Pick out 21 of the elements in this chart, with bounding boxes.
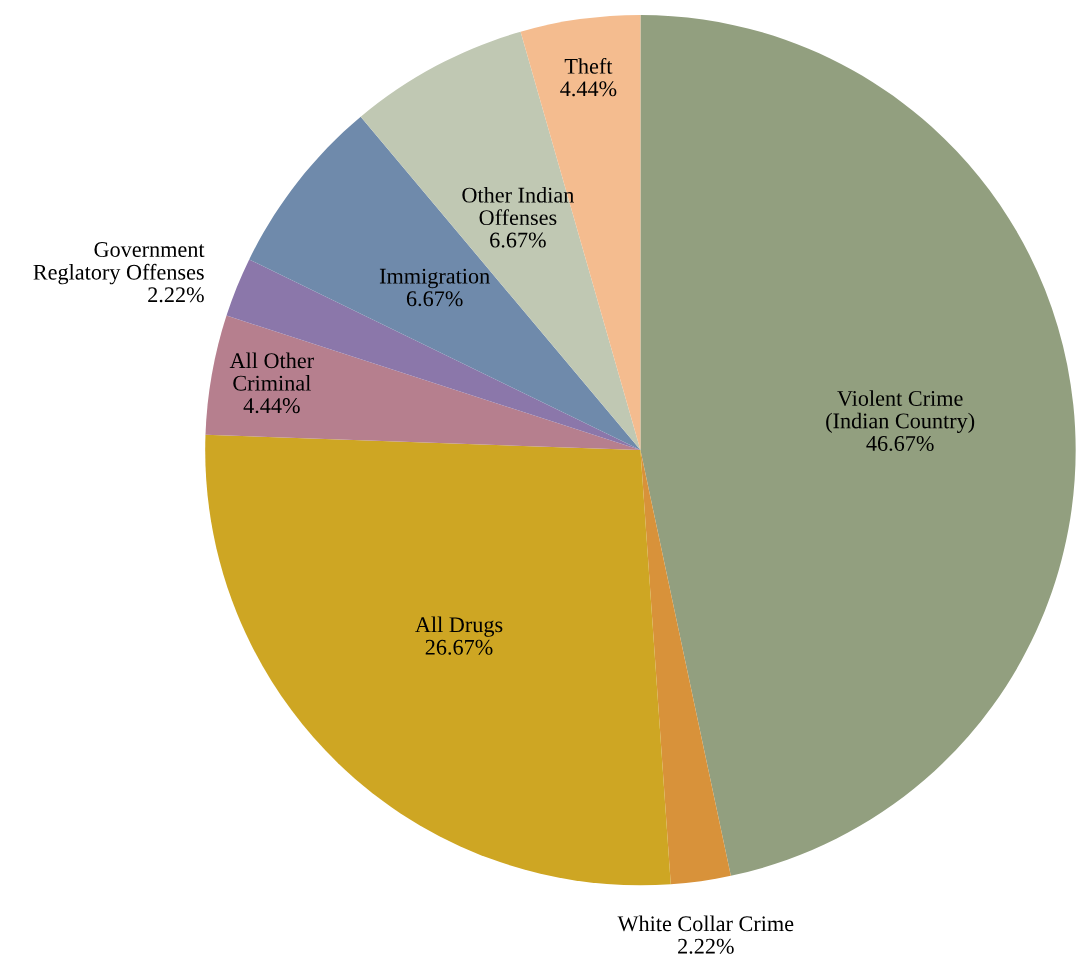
data-label: 26.67%: [425, 639, 493, 655]
pie-slice: [360, 31, 641, 451]
data-label: 4.44%: [560, 81, 617, 97]
slice-label: All Drugs: [415, 616, 503, 637]
pie-slice: [640, 450, 731, 885]
data-label: 6.67%: [490, 232, 546, 248]
data-label: 6.67%: [406, 291, 463, 307]
data-label: 4.44%: [243, 398, 300, 414]
slice-label: Violent Crime (Indian Country): [826, 390, 975, 433]
slice-label: Other Indian Offenses: [462, 186, 575, 226]
data-label: 2.22%: [148, 287, 204, 303]
pie-slice: [205, 434, 671, 886]
slice-label: Theft: [564, 57, 613, 74]
slice-label: Government Reglatory Offenses: [33, 242, 205, 285]
data-label: 46.67%: [866, 435, 934, 452]
data-label: 2.22%: [678, 938, 734, 954]
pie-slice: [640, 14, 1076, 876]
slice-label: Immigration: [379, 268, 490, 289]
slice-label: All Other Criminal: [229, 352, 314, 391]
slice-label: White Collar Crime: [617, 915, 794, 932]
pie-slice: [205, 315, 641, 451]
